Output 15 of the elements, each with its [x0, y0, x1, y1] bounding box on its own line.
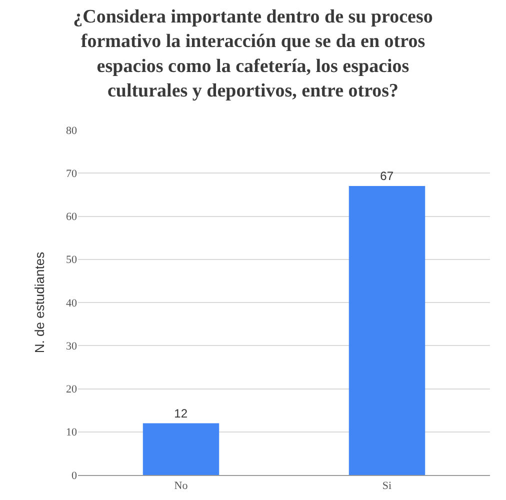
y-tick-label: 40 [66, 297, 78, 310]
x-tick-label: No [174, 480, 188, 492]
y-tick-label: 50 [66, 254, 78, 266]
y-tick-label: 20 [66, 384, 78, 396]
y-axis-title: N. de estudiantes [32, 251, 47, 354]
data-label: 67 [380, 169, 394, 184]
data-label: 12 [174, 406, 188, 420]
chart-title: ¿Considera importante dentro de su proceso formativo la interacción que se da en otros espacios como la cafetería, los espacios culturales y deportivos, entre otros? [73, 6, 433, 102]
y-tick-label: 80 [66, 124, 78, 137]
y-tick-label: 10 [66, 426, 78, 439]
y-tick-label: 70 [66, 168, 78, 180]
y-tick-label: 60 [66, 211, 78, 224]
y-tick-label: 30 [66, 340, 78, 352]
y-tick-label: 0 [72, 470, 78, 482]
x-tick-label: Si [382, 480, 392, 492]
